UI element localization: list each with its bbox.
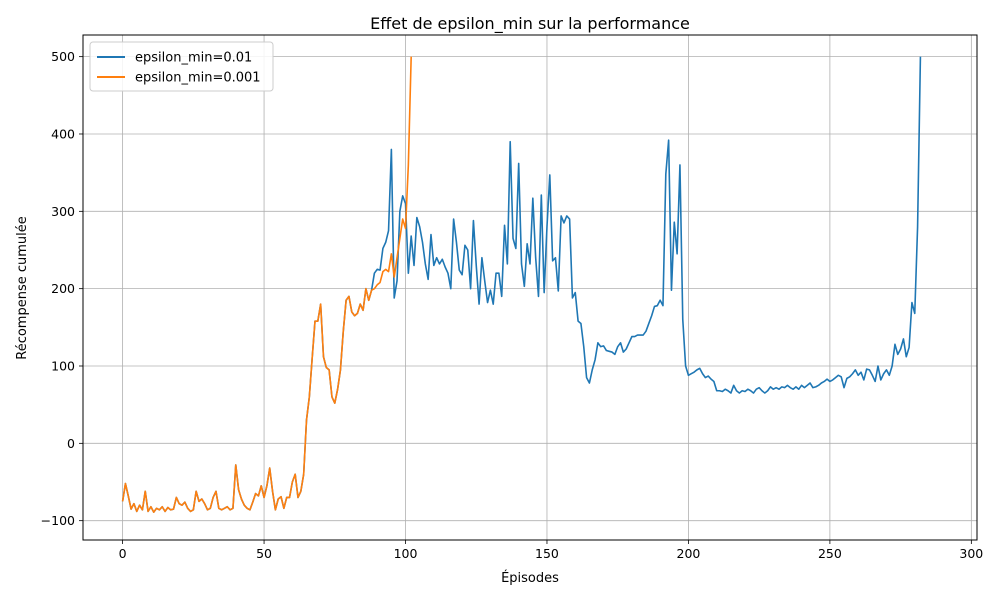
y-tick-label: 100 [51,358,75,373]
legend: epsilon_min=0.01 epsilon_min=0.001 [89,41,274,92]
y-tick-label: 0 [67,436,75,451]
y-tick-label: −100 [41,513,75,528]
chart-title: Effet de epsilon_min sur la performance [370,14,690,34]
legend-label-0: epsilon_min=0.01 [135,51,252,66]
y-tick-label: 400 [51,126,75,141]
series-group [121,56,922,513]
legend-label-1: epsilon_min=0.001 [135,71,261,86]
legend-box [89,41,274,92]
y-tick-label: 200 [51,281,75,296]
series-line-1 [121,56,412,513]
y-tick-label: 300 [51,204,75,219]
y-axis-label: Récompense cumulée [15,216,30,360]
x-tick-label: 100 [394,546,418,561]
plot-frame [82,34,978,541]
x-tick-label: 250 [818,546,842,561]
x-axis-ticks: 0 50 100 150 200 250 300 [119,540,983,561]
x-tick-label: 300 [959,546,983,561]
x-tick-label: 50 [256,546,272,561]
x-tick-label: 150 [535,546,559,561]
x-tick-label: 0 [119,546,127,561]
y-tick-label: 500 [51,49,75,64]
x-tick-label: 200 [677,546,701,561]
grid [83,35,977,540]
y-axis-ticks: −100 0 100 200 300 400 500 [41,49,83,528]
x-axis-label: Épisodes [501,570,559,586]
